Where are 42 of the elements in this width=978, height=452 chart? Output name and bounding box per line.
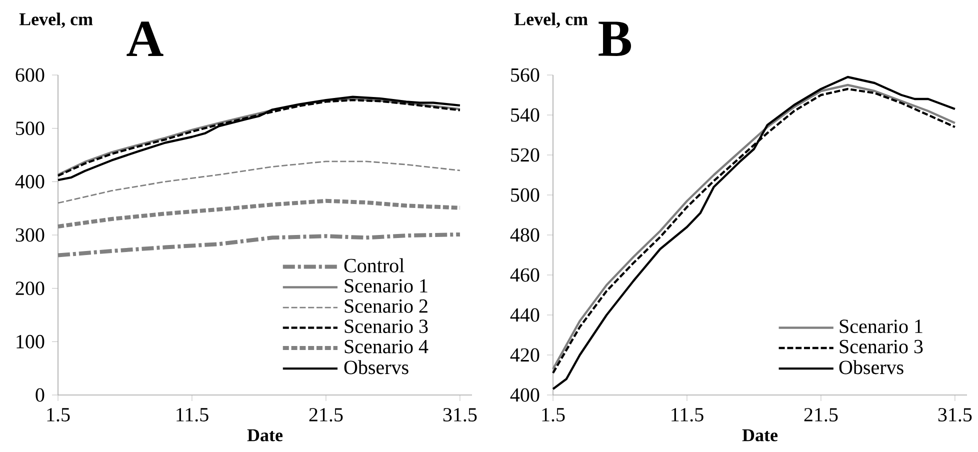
y-tick-label: 600: [16, 68, 44, 82]
y-tick-label: 300: [16, 228, 44, 242]
line-series: [56, 232, 462, 258]
x-axis-title: Date: [247, 429, 283, 442]
chart-title: B: [598, 22, 632, 56]
x-tick-label: 1.5: [542, 408, 565, 422]
y-tick-label: 500: [16, 122, 44, 136]
chart-title: A: [126, 22, 164, 56]
x-tick-label: 11.5: [672, 408, 704, 422]
legend-label: Scenario 1: [840, 320, 922, 334]
y-axis-title: Level, cm: [19, 12, 93, 28]
legend-label: Scenario 2: [344, 299, 428, 313]
y-tick-label: 540: [511, 108, 540, 122]
y-tick-label: 500: [511, 188, 540, 202]
x-tick-label: 31.5: [938, 408, 972, 422]
x-axis-title: Date: [742, 429, 778, 442]
x-tick-label: 11.5: [176, 408, 208, 422]
y-tick-label: 480: [510, 228, 540, 242]
y-axis-title: Level, cm: [514, 12, 588, 28]
y-tick-label: 400: [510, 388, 540, 402]
line-series: [57, 160, 461, 204]
y-tick-label: 400: [15, 174, 44, 188]
y-tick-label: 0: [36, 388, 44, 402]
legend-label: Observs: [344, 360, 408, 374]
legend-label: Scenario 4: [344, 340, 428, 354]
x-tick-label: 31.5: [443, 408, 477, 422]
y-tick-label: 560: [511, 68, 540, 82]
y-tick-label: 100: [16, 334, 44, 348]
line-series: [56, 198, 462, 228]
legend-label: Observs: [839, 360, 904, 374]
y-tick-label: 460: [510, 268, 540, 282]
y-tick-label: 420: [510, 348, 540, 362]
legend-label: Scenario 1: [344, 279, 428, 293]
legend-label: Scenario 3: [840, 340, 923, 354]
x-tick-label: 1.5: [47, 408, 70, 422]
x-tick-label: 21.5: [804, 408, 838, 422]
legend-label: Scenario 3: [344, 320, 428, 334]
y-tick-label: 520: [511, 148, 540, 162]
x-tick-label: 21.5: [309, 408, 343, 422]
legend-label: Control: [344, 258, 404, 272]
y-tick-label: 200: [16, 282, 44, 296]
y-tick-label: 440: [510, 308, 540, 322]
